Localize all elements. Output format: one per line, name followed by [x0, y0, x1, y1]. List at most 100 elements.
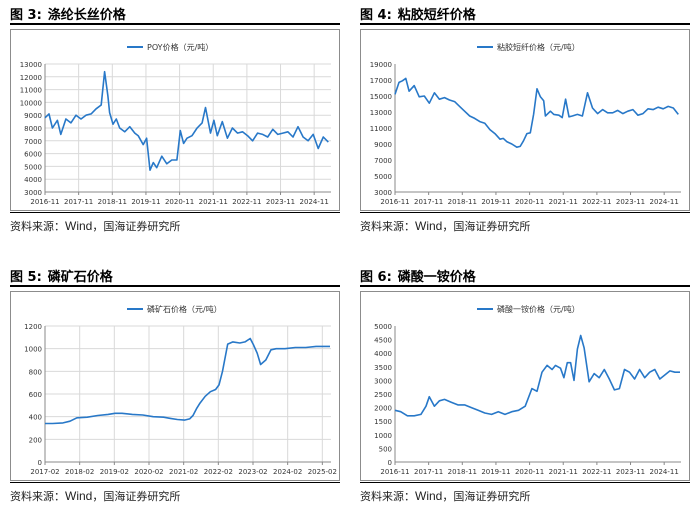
source-note: 资料来源：Wind，国海证券研究所: [360, 488, 530, 504]
y-tick-label: 500: [379, 445, 392, 453]
x-tick-label: 2019-11: [131, 198, 160, 206]
x-tick-label: 2017-11: [414, 468, 443, 476]
y-tick-label: 1500: [374, 418, 392, 426]
x-tick-label: 2017-11: [414, 198, 443, 206]
chart-panel-map: 图 6: 磷酸一铵价格 0 500 1000 1500 2000 2500 3000 3500 4…: [360, 266, 690, 512]
y-tick-label: 3000: [24, 189, 42, 197]
x-tick-label: 2019-11: [481, 198, 510, 206]
legend-label: POY价格（元/吨）: [147, 42, 213, 52]
x-tick-label: 2024-11: [650, 468, 679, 476]
series-line: [394, 77, 679, 148]
x-tick-label: 2018-11: [448, 198, 477, 206]
chart-title: 粘胶短纤价格: [397, 8, 476, 23]
source-rule: [360, 482, 690, 483]
y-tick-label: 2500: [374, 391, 392, 399]
y-tick-label: 6000: [24, 151, 42, 159]
y-tick-label: 12000: [20, 74, 42, 82]
source-note: 资料来源：Wind，国海证券研究所: [10, 218, 180, 234]
x-tick-label: 2020-11: [515, 198, 544, 206]
title-rule: [360, 23, 690, 25]
source-note: 资料来源：Wind，国海证券研究所: [360, 218, 530, 234]
x-tick-label: 2024-02: [273, 468, 302, 476]
y-tick-label: 17000: [370, 77, 392, 85]
chart-panel-phosphate-rock: 图 5: 磷矿石价格 0 200 400 600 800 1000 1200 2017-02 20…: [10, 266, 340, 512]
source-prefix: 资料来源：: [10, 490, 65, 503]
figure-number: 图 3:: [10, 8, 42, 23]
y-tick-label: 800: [29, 368, 42, 376]
x-tick-label: 2022-11: [582, 468, 611, 476]
y-tick-label: 4000: [374, 350, 392, 358]
y-tick-label: 400: [29, 414, 42, 422]
source-suffix: ，国海证券研究所: [92, 490, 181, 503]
y-tick-label: 0: [38, 459, 42, 467]
y-tick-label: 9000: [374, 141, 392, 149]
panel-title: 图 3: 涤纶长丝价格: [10, 4, 126, 23]
y-tick-label: 5000: [374, 323, 392, 331]
figure-number: 图 6:: [360, 270, 392, 285]
panel-title: 图 4: 粘胶短纤价格: [360, 4, 476, 23]
x-tick-label: 2021-02: [169, 468, 198, 476]
source-rule: [10, 212, 340, 213]
y-tick-label: 11000: [370, 125, 392, 133]
y-tick-label: 15000: [370, 93, 392, 101]
x-tick-label: 2020-11: [165, 198, 194, 206]
line-chart: 3000 5000 7000 9000 11000 13000 15000 17000 1900…: [370, 42, 681, 206]
x-tick-label: 2018-11: [98, 198, 127, 206]
x-tick-label: 2020-02: [134, 468, 163, 476]
x-tick-label: 2021-11: [549, 198, 578, 206]
x-tick-label: 2016-11: [380, 198, 409, 206]
x-tick-label: 2018-11: [448, 468, 477, 476]
panel-title: 图 5: 磷矿石价格: [10, 266, 113, 285]
y-tick-label: 19000: [370, 61, 392, 69]
y-tick-label: 4000: [24, 176, 42, 184]
source-wind: Wind: [65, 489, 93, 503]
y-tick-label: 3500: [374, 364, 392, 372]
y-tick-label: 9000: [24, 112, 42, 120]
x-tick-label: 2017-02: [30, 468, 59, 476]
x-tick-label: 2021-11: [549, 468, 578, 476]
x-tick-label: 2023-11: [266, 198, 295, 206]
x-tick-label: 2016-11: [30, 198, 59, 206]
source-wind: Wind: [415, 219, 443, 233]
series-line: [44, 70, 329, 171]
x-tick-label: 2023-02: [238, 468, 267, 476]
plot-area: 0 500 1000 1500 2000 2500 3000 3500 4000 4500 5000…: [360, 291, 690, 481]
y-tick-label: 1000: [374, 432, 392, 440]
source-suffix: ，国海证券研究所: [442, 220, 531, 233]
title-rule: [10, 23, 340, 25]
y-tick-label: 1000: [24, 346, 42, 354]
y-tick-label: 3000: [374, 377, 392, 385]
source-rule: [10, 482, 340, 483]
x-tick-label: 2021-11: [199, 198, 228, 206]
chart-panel-viscose: 图 4: 粘胶短纤价格 3000 5000 7000 9000 11000 13000 150…: [360, 4, 690, 240]
plot-area: 0 200 400 600 800 1000 1200 2017-02 2018-02 2019-…: [10, 291, 340, 481]
chart-title: 磷矿石价格: [47, 270, 113, 285]
x-tick-label: 2018-02: [65, 468, 94, 476]
chart-title: 磷酸一铵价格: [397, 270, 476, 285]
x-tick-label: 2016-11: [380, 468, 409, 476]
x-tick-label: 2019-02: [100, 468, 129, 476]
plot-area: 3000 4000 5000 6000 7000 8000 9000 10000 11000 12…: [10, 29, 340, 211]
source-suffix: ，国海证券研究所: [92, 220, 181, 233]
x-tick-label: 2023-11: [616, 198, 645, 206]
y-tick-label: 4500: [374, 337, 392, 345]
source-wind: Wind: [65, 219, 93, 233]
title-rule: [360, 285, 690, 287]
y-tick-label: 11000: [20, 87, 42, 95]
plot-area: 3000 5000 7000 9000 11000 13000 15000 17000 1900…: [360, 29, 690, 211]
y-tick-label: 7000: [24, 138, 42, 146]
y-tick-label: 0: [388, 459, 392, 467]
y-tick-label: 600: [29, 391, 42, 399]
x-tick-label: 2022-11: [582, 198, 611, 206]
y-tick-label: 8000: [24, 125, 42, 133]
chart-title: 涤纶长丝价格: [47, 8, 126, 23]
y-tick-label: 3000: [374, 189, 392, 197]
source-wind: Wind: [415, 489, 443, 503]
source-prefix: 资料来源：: [10, 220, 65, 233]
title-rule: [10, 285, 340, 287]
x-tick-label: 2022-11: [232, 198, 261, 206]
y-tick-label: 200: [29, 436, 42, 444]
y-tick-label: 13000: [370, 109, 392, 117]
series-line: [394, 334, 680, 417]
line-chart: 3000 4000 5000 6000 7000 8000 9000 10000 11000 12…: [20, 42, 331, 206]
